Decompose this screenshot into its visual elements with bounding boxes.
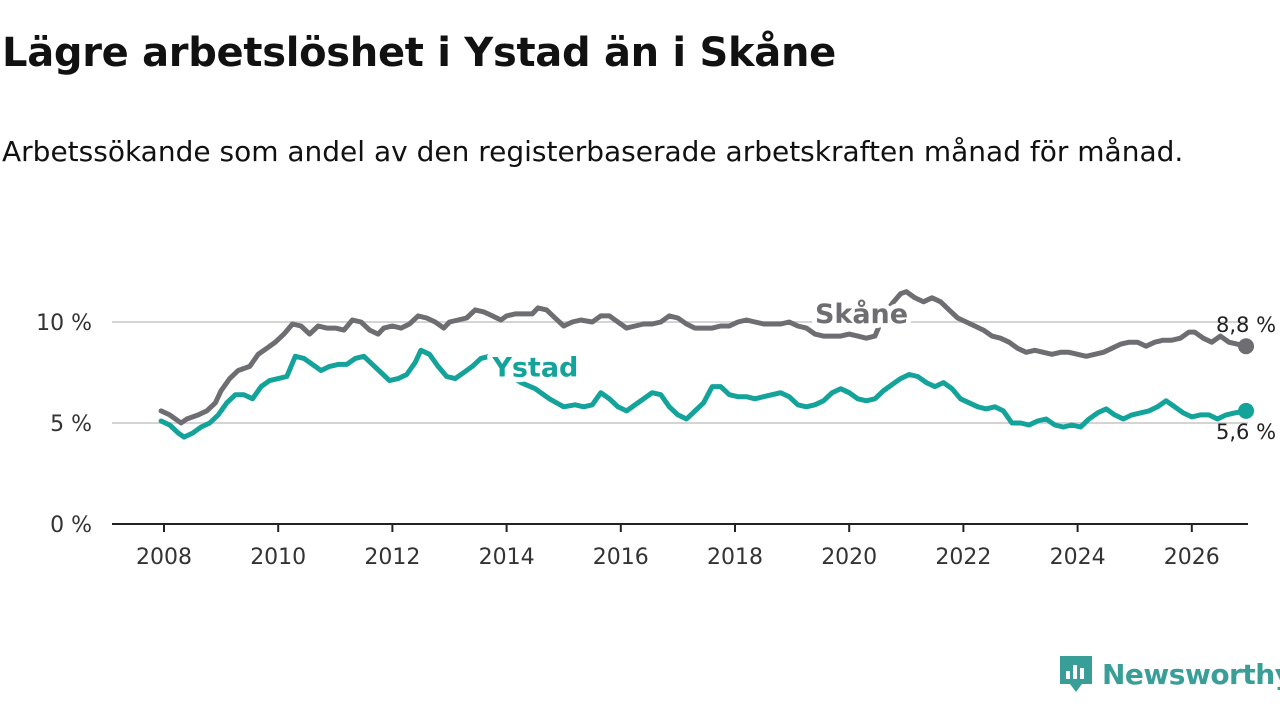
series-name-skne: Skåne [815,298,908,330]
x-tick-label: 2022 [935,545,991,570]
end-point-ystad [1238,402,1255,419]
series-line-ystad [158,347,1249,440]
x-tick-label: 2018 [707,545,763,570]
series-name-halo-skne: Skåne [815,298,908,330]
y-tick-label: 10 % [36,311,92,336]
x-tick-label: 2010 [250,545,306,570]
brand-name: Newsworthy [1102,657,1280,691]
end-value-label-ystad: 5,6 % [1216,420,1276,444]
x-tick-label: 2024 [1050,545,1106,570]
x-tick-label: 2016 [593,545,649,570]
series-name-halo-ystad: Ystad [491,353,578,384]
end-value-label-skne: 8,8 % [1216,313,1276,337]
line-chart: 0 % 5 % 10 % 2008 2010 2012 2014 2016 2018 2020 20… [36,289,1276,570]
brand[interactable]: Newsworthy [1058,654,1280,694]
chart-subtitle: Arbetssökande som andel av den registerb… [2,135,1184,168]
x-tick-label: 2012 [364,545,420,570]
chart-title: Lägre arbetslöshet i Ystad än i Skåne [2,30,836,76]
newsworthy-logo-icon [1060,656,1092,692]
x-tick-label: 2026 [1164,545,1220,570]
end-point-skne [1238,338,1255,355]
x-tick-label: 2008 [136,545,192,570]
series-name-ystad: Ystad [491,353,578,384]
x-tick-label: 2014 [479,545,535,570]
x-tick-label: 2020 [821,545,877,570]
y-tick-label: 5 % [50,412,92,437]
series-line-skne [158,289,1249,426]
y-tick-label: 0 % [50,513,92,538]
